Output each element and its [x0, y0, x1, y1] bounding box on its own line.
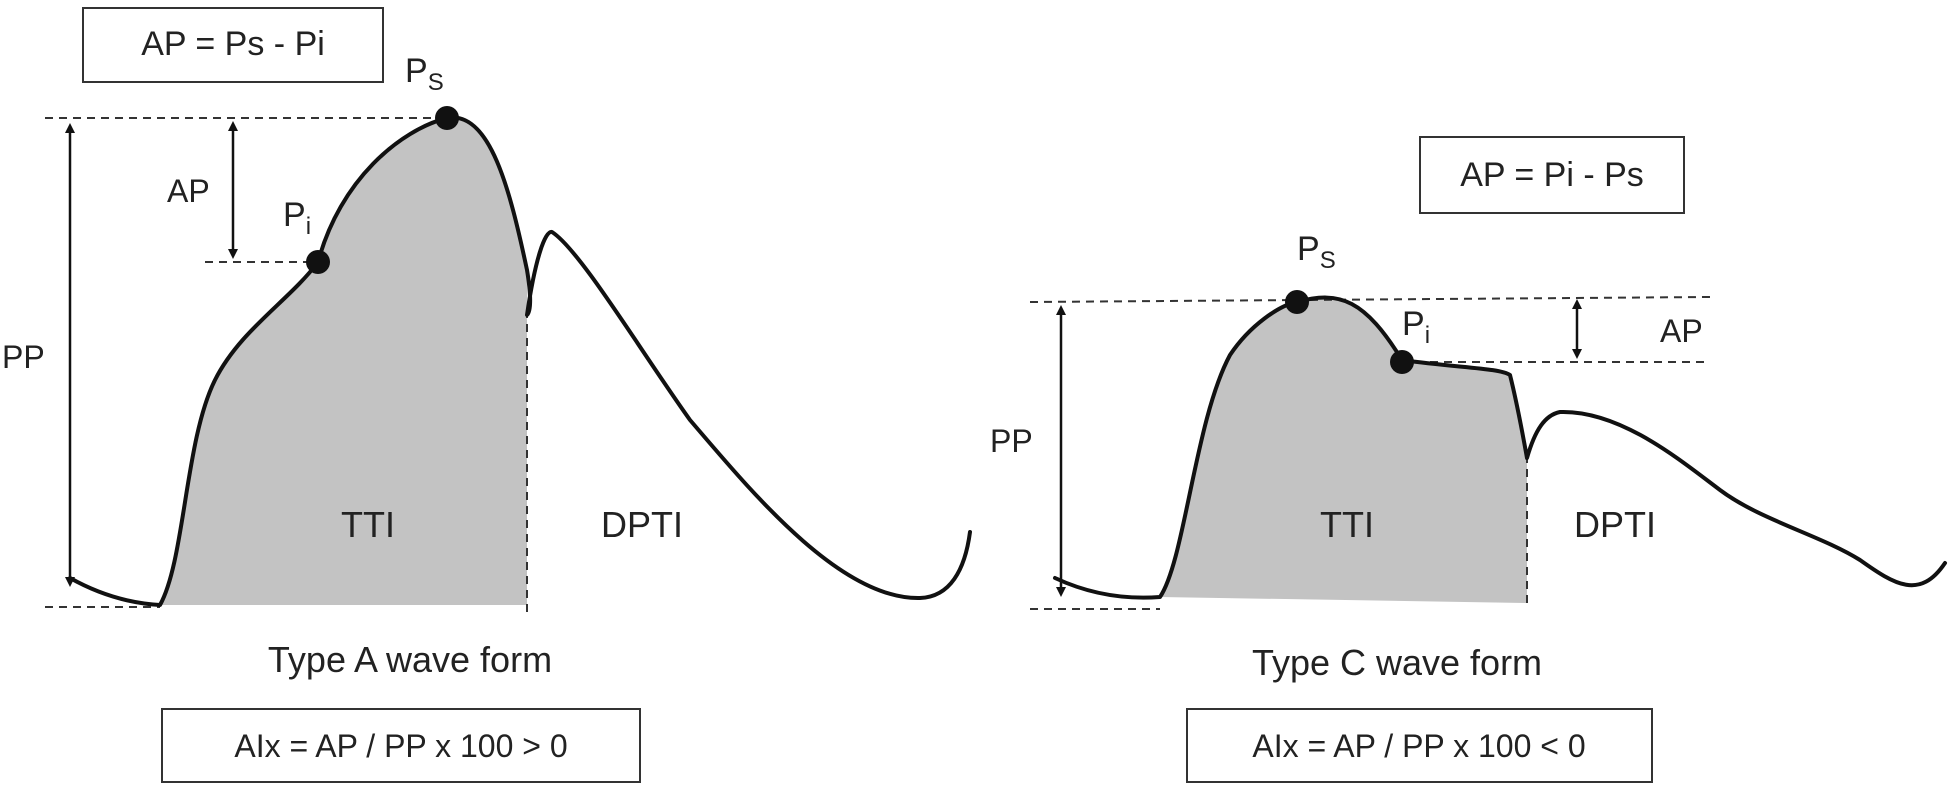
ps-point-a [435, 106, 459, 130]
waveform-a [68, 115, 972, 607]
panel-type-c: AP = Pi - Ps PP AP PS Pi TTI DPTI Type C… [990, 136, 1947, 783]
formula-box-a [82, 7, 384, 83]
tti-label-a: TTI [341, 504, 395, 545]
pi-point-c [1390, 350, 1414, 374]
caption-c: Type C wave form [1252, 642, 1542, 683]
tti-label-c: TTI [1320, 504, 1374, 545]
panel-type-a: AP = Ps - Pi PP AP PS Pi TTI DPTI Type A… [2, 7, 972, 783]
ps-level-line-c [1029, 296, 1711, 303]
ap-label-c: AP [1660, 313, 1703, 349]
ps-point-c [1285, 290, 1309, 314]
tti-area-a [160, 117, 527, 605]
formula-text-c: AP = Pi - Ps [1460, 156, 1644, 194]
tti-area-c [1160, 297, 1527, 603]
formula-box-c [1419, 136, 1685, 214]
pp-label-a: PP [2, 339, 45, 375]
waveform-c [1053, 295, 1947, 600]
pi-label-a: Pi [283, 196, 311, 240]
ps-label-c: PS [1297, 230, 1336, 274]
formula-text-a: AP = Ps - Pi [141, 25, 325, 63]
ps-label-a: PS [405, 52, 444, 96]
pi-point-a [306, 250, 330, 274]
aix-text-a: AIx = AP / PP x 100 > 0 [234, 728, 567, 764]
aix-box-c [1186, 708, 1653, 783]
dpti-label-c: DPTI [1574, 504, 1656, 545]
aix-text-c: AIx = AP / PP x 100 < 0 [1252, 728, 1585, 764]
pp-label-c: PP [990, 423, 1033, 459]
pi-label-c: Pi [1402, 305, 1430, 349]
caption-a: Type A wave form [268, 639, 552, 680]
ap-label-a: AP [167, 173, 210, 209]
aix-box-a [161, 708, 641, 783]
dpti-label-a: DPTI [601, 504, 683, 545]
